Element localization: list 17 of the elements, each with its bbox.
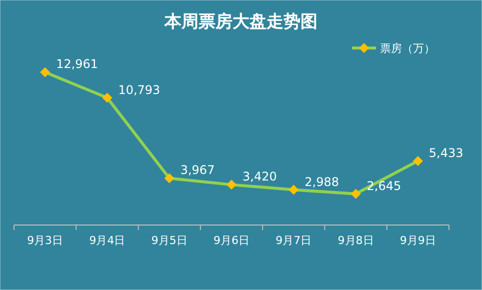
x-tick-label: 9月9日 — [400, 234, 436, 247]
data-label: 12,961 — [56, 57, 98, 72]
legend: 票房（万） — [352, 42, 435, 55]
x-tick-label: 9月8日 — [338, 234, 374, 247]
x-tick-label: 9月4日 — [89, 234, 126, 247]
data-label: 2,988 — [304, 174, 339, 189]
data-label: 3,420 — [242, 170, 277, 184]
data-label: 5,433 — [428, 146, 464, 160]
x-tick-label: 9月6日 — [214, 234, 250, 247]
chart-title: 本周票房大盘走势图 — [164, 12, 318, 32]
data-label: 10,793 — [118, 82, 160, 97]
legend-label: 票房（万） — [380, 42, 435, 55]
data-label: 2,645 — [366, 178, 402, 193]
data-label: 3,967 — [180, 163, 215, 178]
x-tick-label: 9月5日 — [151, 234, 188, 247]
x-tick-label: 9月3日 — [27, 234, 64, 247]
x-tick-label: 9月7日 — [276, 234, 312, 247]
